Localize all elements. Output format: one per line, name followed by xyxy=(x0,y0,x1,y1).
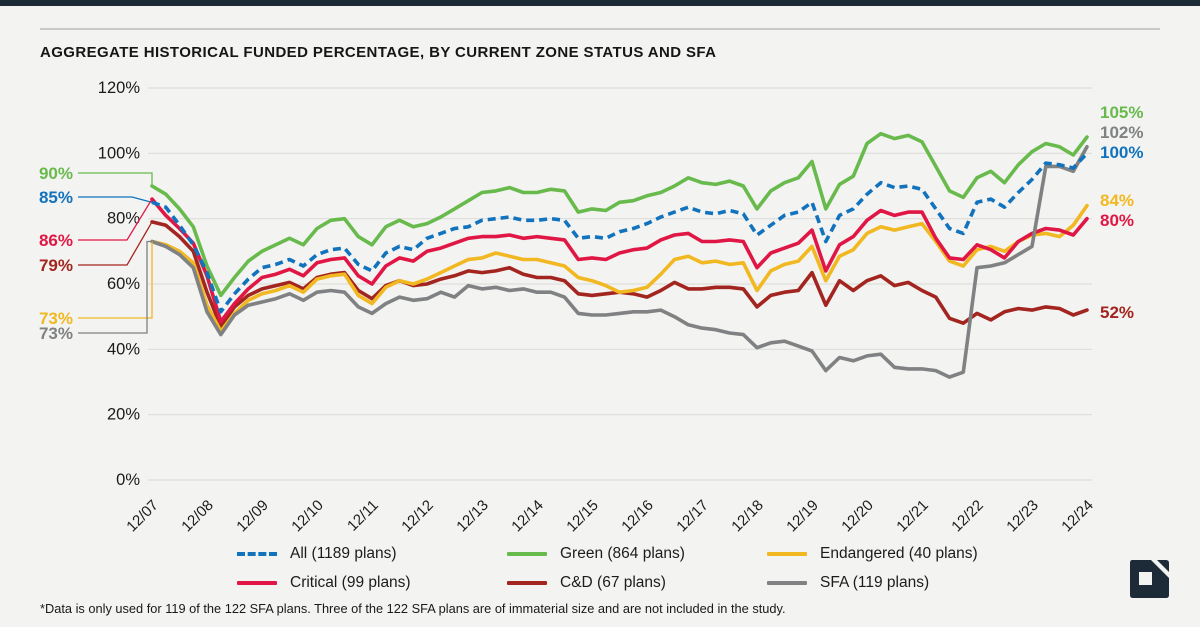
x-tick-label: 12/08 xyxy=(178,497,217,536)
legend-item-cd: C&D (67 plans) xyxy=(507,574,666,592)
footnote: *Data is only used for 119 of the 122 SF… xyxy=(40,601,786,616)
x-tick-label: 12/20 xyxy=(838,497,877,536)
page-title: AGGREGATE HISTORICAL FUNDED PERCENTAGE, … xyxy=(40,44,717,61)
top-accent-bar xyxy=(0,0,1200,6)
leader-line-critical xyxy=(78,198,153,241)
legend-swatch-green xyxy=(507,552,547,556)
legend-label-all: All (1189 plans) xyxy=(290,545,397,562)
y-tick-label: 120% xyxy=(98,79,141,97)
legend-item-critical: Critical (99 plans) xyxy=(237,574,411,592)
x-tick-label: 12/22 xyxy=(948,497,987,536)
x-tick-label: 12/15 xyxy=(563,497,602,536)
y-tick-label: 0% xyxy=(116,471,140,489)
x-axis-tick-labels: 12/07 12/08 12/09 12/10 12/11 12/12 12/13 12/14… xyxy=(123,497,1097,536)
start-label-endangered: 73% xyxy=(39,309,73,328)
x-tick-label: 12/07 xyxy=(123,497,162,536)
start-label-cd: 79% xyxy=(39,256,73,275)
start-label-green: 90% xyxy=(39,164,73,183)
x-tick-label: 12/24 xyxy=(1058,497,1097,536)
y-tick-label: 20% xyxy=(107,406,140,424)
x-tick-label: 12/16 xyxy=(618,497,657,536)
y-tick-label: 100% xyxy=(98,144,141,162)
legend-item-endangered: Endangered (40 plans) xyxy=(767,545,978,563)
legend-swatch-sfa xyxy=(767,581,807,585)
start-label-all: 85% xyxy=(39,188,73,207)
end-label-sfa: 102% xyxy=(1100,123,1143,142)
leader-line-sfa xyxy=(78,240,152,334)
legend-label-sfa: SFA (119 plans) xyxy=(820,574,930,591)
x-tick-label: 12/18 xyxy=(728,497,767,536)
leader-line-green xyxy=(78,172,153,186)
x-tick-label: 12/21 xyxy=(893,497,932,536)
x-tick-label: 12/13 xyxy=(453,497,492,536)
end-label-green: 105% xyxy=(1100,103,1143,122)
legend-item-sfa: SFA (119 plans) xyxy=(767,574,929,592)
y-tick-label: 80% xyxy=(107,210,140,228)
x-tick-label: 12/11 xyxy=(344,497,382,535)
y-axis-tick-labels: 0% 20% 40% 60% 80% 100% 120% xyxy=(98,79,141,489)
legend-swatch-all xyxy=(237,552,277,556)
x-tick-label: 12/10 xyxy=(288,497,327,536)
leader-line-cd xyxy=(78,221,153,266)
x-tick-label: 12/19 xyxy=(783,497,822,536)
header-divider xyxy=(40,28,1160,30)
legend-swatch-cd xyxy=(507,581,547,585)
start-label-critical: 86% xyxy=(39,231,73,250)
legend-swatch-endangered xyxy=(767,552,807,556)
y-tick-label: 40% xyxy=(107,340,140,358)
series-line-critical xyxy=(150,197,1089,324)
end-label-all: 100% xyxy=(1100,143,1143,162)
legend-label-cd: C&D (67 plans) xyxy=(560,574,666,591)
series-line-cd xyxy=(150,220,1089,329)
start-label-sfa: 73% xyxy=(39,324,73,343)
x-tick-label: 12/14 xyxy=(508,497,547,536)
leader-line-endangered xyxy=(78,241,153,319)
x-tick-label: 12/12 xyxy=(398,497,437,536)
legend-item-all: All (1189 plans) xyxy=(237,545,397,563)
leader-line-all xyxy=(78,196,153,203)
legend-swatch-critical xyxy=(237,581,277,585)
x-tick-label: 12/09 xyxy=(233,497,272,536)
series-end-labels: 105%102%100% 84%80% 52% xyxy=(1100,103,1143,322)
end-label-cd: 52% xyxy=(1100,303,1134,322)
series-line-green xyxy=(150,131,1089,298)
series-line-all xyxy=(151,152,1089,314)
publisher-logo-mark xyxy=(1130,560,1169,598)
x-tick-label: 12/17 xyxy=(673,497,712,536)
legend-label-green: Green (864 plans) xyxy=(560,545,685,562)
series-line-sfa xyxy=(150,145,1089,379)
end-label-endangered: 84% xyxy=(1100,191,1134,210)
gridlines xyxy=(148,87,1092,481)
series-line-endangered xyxy=(150,203,1089,334)
end-label-critical: 80% xyxy=(1100,211,1134,230)
legend-item-green: Green (864 plans) xyxy=(507,545,685,563)
y-tick-label: 60% xyxy=(107,275,140,293)
series-start-labels: 90% 85% 86% 79% 73%73% xyxy=(39,164,153,343)
x-tick-label: 12/23 xyxy=(1003,497,1042,536)
legend-label-critical: Critical (99 plans) xyxy=(290,574,411,591)
legend-label-endangered: Endangered (40 plans) xyxy=(820,545,978,562)
